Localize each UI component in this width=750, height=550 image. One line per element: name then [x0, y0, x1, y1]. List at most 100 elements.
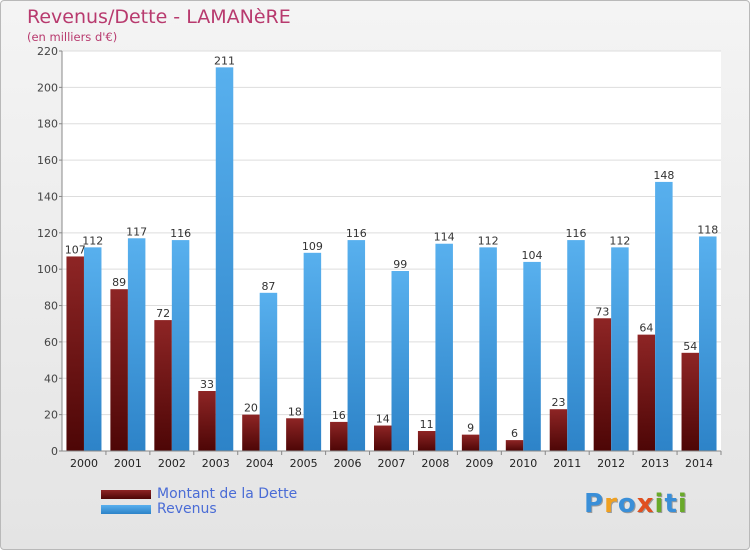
data-label-dette: 23 [551, 396, 565, 409]
chart-title: Revenus/Dette - LAMANèRE [27, 6, 291, 28]
proxiti-logo: Proxiti [584, 489, 688, 519]
data-label-revenus: 87 [261, 280, 275, 293]
bar-dette [110, 289, 128, 451]
data-label-revenus: 99 [393, 258, 407, 271]
y-tick-label: 120 [37, 227, 58, 240]
x-tick-label: 2010 [509, 457, 537, 470]
x-tick-label: 2012 [597, 457, 625, 470]
bar-dette [154, 320, 172, 451]
bar-revenus [567, 240, 585, 451]
y-tick-label: 80 [44, 300, 58, 313]
data-label-dette: 14 [376, 413, 390, 426]
bar-dette [417, 431, 436, 451]
data-label-dette: 16 [332, 409, 346, 422]
bar-dette [66, 256, 84, 451]
bar-revenus [259, 292, 278, 451]
data-label-dette: 11 [420, 418, 434, 431]
x-tick-label: 2000 [70, 457, 98, 470]
x-tick-label: 2008 [421, 457, 449, 470]
x-tick-label: 2007 [378, 457, 406, 470]
logo-letter: o [617, 489, 637, 519]
bar-revenus [391, 271, 409, 451]
logo-letter: r [604, 489, 618, 519]
bar-dette [198, 391, 216, 451]
data-label-revenus: 117 [126, 225, 147, 238]
data-label-dette: 107 [65, 243, 86, 256]
y-tick-label: 220 [37, 45, 58, 58]
data-label-revenus: 116 [565, 227, 586, 240]
legend-label-dette: Montant de la Dette [157, 486, 298, 502]
bar-revenus [611, 247, 629, 451]
data-label-revenus: 114 [434, 231, 455, 244]
y-tick-label: 160 [37, 154, 58, 167]
bar-revenus [303, 252, 322, 451]
logo-letter: i [654, 489, 665, 519]
y-tick-label: 180 [37, 118, 58, 131]
bar-dette [637, 334, 656, 451]
bar-revenus [523, 261, 541, 451]
y-tick-label: 0 [51, 445, 58, 458]
bar-revenus [347, 240, 366, 451]
y-tick-label: 140 [37, 190, 58, 203]
x-tick-label: 2013 [641, 457, 669, 470]
x-tick-label: 2002 [158, 457, 186, 470]
bar-revenus [215, 67, 234, 451]
bar-revenus [479, 247, 497, 451]
legend-item-dette: Montant de la Dette [101, 487, 297, 502]
data-label-revenus: 112 [609, 234, 630, 247]
data-label-dette: 33 [200, 378, 214, 391]
data-label-dette: 73 [595, 305, 609, 318]
legend-swatch-revenus [101, 505, 151, 514]
bar-dette [374, 425, 392, 451]
x-tick-label: 2005 [290, 457, 318, 470]
data-label-revenus: 211 [214, 54, 235, 67]
data-label-dette: 54 [683, 340, 697, 353]
data-label-revenus: 112 [478, 234, 499, 247]
bar-dette [330, 421, 348, 451]
data-label-revenus: 116 [170, 227, 191, 240]
y-tick-label: 200 [37, 81, 58, 94]
logo-letter: i [677, 489, 688, 519]
chart-subtitle: (en milliers d'€) [27, 30, 118, 44]
data-label-dette: 20 [244, 402, 258, 415]
data-label-dette: 6 [511, 427, 518, 440]
data-label-dette: 72 [156, 307, 170, 320]
bar-dette [593, 318, 612, 451]
y-tick-label: 40 [44, 372, 58, 385]
data-label-dette: 64 [639, 322, 653, 335]
legend-item-revenus: Revenus [101, 502, 297, 517]
data-label-dette: 9 [467, 422, 474, 435]
bar-dette [681, 352, 700, 451]
logo-letter: t [664, 489, 678, 519]
legend: Montant de la Dette Revenus [101, 487, 297, 517]
data-label-revenus: 118 [697, 223, 718, 236]
y-tick-label: 20 [44, 409, 58, 422]
data-label-revenus: 109 [302, 240, 323, 253]
y-tick-label: 60 [44, 336, 58, 349]
x-tick-label: 2006 [334, 457, 362, 470]
legend-swatch-dette [101, 490, 151, 499]
data-label-revenus: 104 [522, 249, 543, 262]
data-label-dette: 18 [288, 405, 302, 418]
data-label-revenus: 148 [653, 169, 674, 182]
data-label-revenus: 116 [346, 227, 367, 240]
legend-label-revenus: Revenus [157, 501, 217, 517]
bar-dette [286, 418, 304, 451]
bar-revenus [699, 236, 717, 451]
logo-letter: x [636, 489, 655, 519]
bar-revenus [655, 181, 673, 451]
x-tick-label: 2001 [114, 457, 142, 470]
bar-revenus [171, 240, 190, 451]
logo-letter: P [584, 489, 605, 519]
y-tick-label: 100 [37, 263, 58, 276]
x-tick-label: 2009 [465, 457, 493, 470]
bar-dette [461, 434, 480, 451]
x-tick-label: 2003 [202, 457, 230, 470]
bar-dette [242, 414, 260, 451]
bar-dette [505, 440, 524, 451]
data-label-dette: 89 [112, 276, 126, 289]
bar-revenus [435, 243, 453, 451]
x-tick-label: 2014 [685, 457, 713, 470]
